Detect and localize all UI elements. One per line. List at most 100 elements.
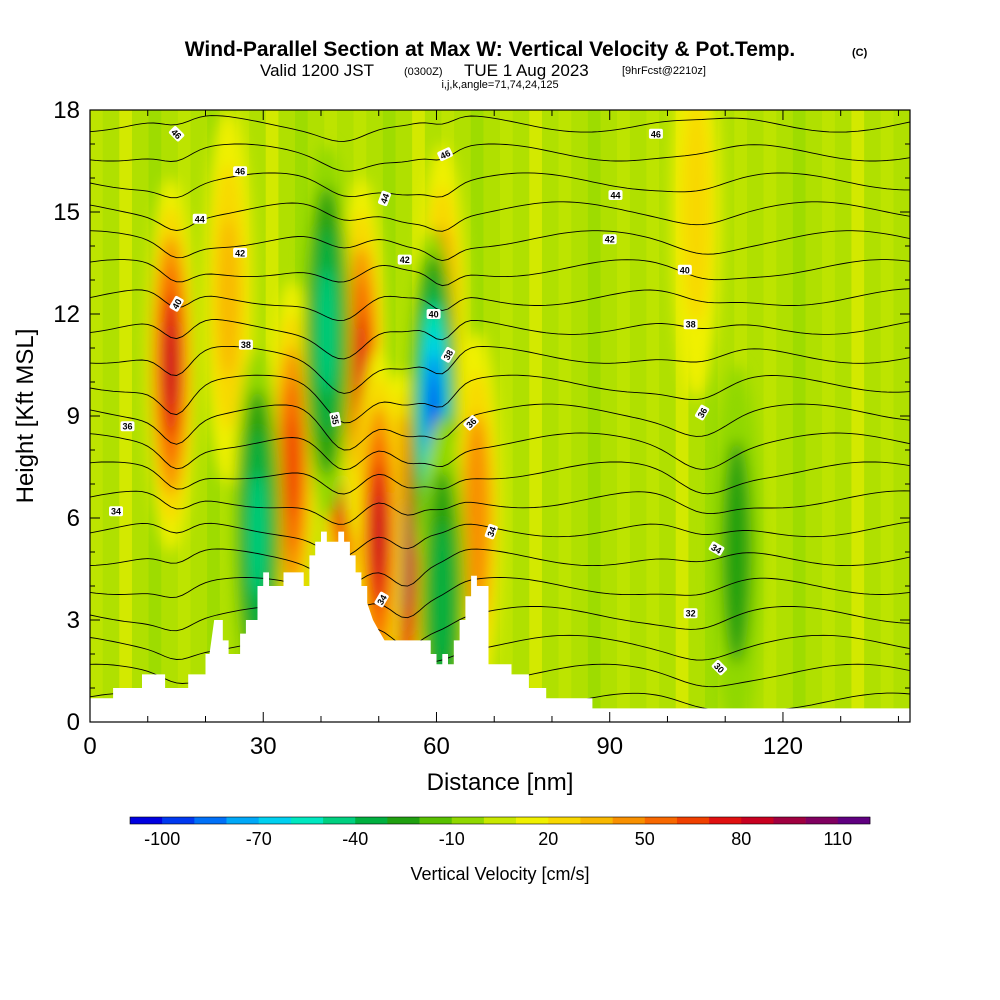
contour-label-bg xyxy=(608,190,623,200)
colorbar-swatch xyxy=(548,817,581,824)
field-stripe xyxy=(880,110,894,722)
colorbar-swatch xyxy=(387,817,420,824)
field-stripe xyxy=(792,110,806,722)
contour-label-text: 44 xyxy=(379,192,392,205)
y-tick-label: 3 xyxy=(67,607,80,634)
downdraft-core xyxy=(431,522,453,684)
updraft-core xyxy=(373,491,385,579)
colorbar-swatch xyxy=(323,817,356,824)
colorbar-swatch xyxy=(741,817,774,824)
colorbar-swatch xyxy=(419,817,453,824)
colorbar-swatch xyxy=(644,817,678,824)
colorbar-swatch xyxy=(676,817,710,824)
contour-label-text: 34 xyxy=(709,542,723,556)
isentrope xyxy=(90,432,910,471)
contour-label-text: 44 xyxy=(195,214,205,224)
field-stripe xyxy=(500,110,513,722)
contour-label: 44 xyxy=(192,213,207,224)
contour-label-text: 40 xyxy=(680,265,690,275)
contour-label-text: 42 xyxy=(400,255,410,265)
isentrope xyxy=(90,374,910,424)
isentrope xyxy=(90,115,910,142)
contour-label-bg xyxy=(484,523,498,540)
x-axis-label: Distance [nm] xyxy=(427,769,574,796)
field-stripe xyxy=(617,110,630,722)
contour-label-text: 38 xyxy=(442,348,456,362)
x-tick-label: 0 xyxy=(83,733,96,760)
downdraft-core xyxy=(318,268,335,394)
contour-label-bg xyxy=(440,346,456,363)
contour-label-text: 35 xyxy=(329,414,341,426)
contour-label-text: 34 xyxy=(375,593,389,607)
contour-label-bg xyxy=(711,659,728,676)
isentrope xyxy=(90,288,910,322)
colorbar-swatch xyxy=(355,817,388,824)
contour-label-bg xyxy=(192,213,207,224)
colorbar-swatch xyxy=(451,817,485,824)
terrain-mask xyxy=(90,531,910,722)
x-tick-label: 120 xyxy=(763,733,803,760)
contour-label-bg xyxy=(329,411,342,427)
isentrope xyxy=(90,345,910,394)
contour-label-bg xyxy=(233,247,248,258)
contour-label-bg xyxy=(648,128,663,139)
contour-label-bg xyxy=(683,608,698,619)
contour-label: 34 xyxy=(708,541,725,556)
contour-label-text: 46 xyxy=(235,167,245,177)
contour-label: 36 xyxy=(120,421,135,432)
colorbar-frame xyxy=(129,816,871,825)
contour-label: 42 xyxy=(602,234,617,245)
contour-label: 40 xyxy=(677,264,692,275)
contour-label: 38 xyxy=(440,346,456,363)
colorbar-swatch xyxy=(162,817,195,824)
contour-label: 32 xyxy=(683,608,698,619)
x-tick-label: 30 xyxy=(250,733,277,760)
chart-title: Wind-Parallel Section at Max W: Vertical… xyxy=(185,38,796,61)
contour-label-bg xyxy=(168,126,185,142)
contour-label: 42 xyxy=(233,247,248,258)
contour-label-text: 40 xyxy=(429,310,439,320)
contour-label: 40 xyxy=(169,295,184,312)
updraft-core xyxy=(681,110,711,325)
colorbar-swatch xyxy=(290,817,324,824)
colorbar-swatch xyxy=(709,817,742,824)
colorbar-swatch xyxy=(130,817,163,824)
updraft-core xyxy=(165,321,177,409)
colorbar-swatch xyxy=(226,817,259,824)
y-tick-label: 0 xyxy=(67,709,80,736)
updraft-core xyxy=(285,416,299,518)
colorbar-tick-label: 110 xyxy=(823,829,852,849)
isentrope xyxy=(90,172,910,199)
contour-label-text: 38 xyxy=(241,340,251,350)
valid-date: TUE 1 Aug 2023 xyxy=(464,61,589,80)
field-stripe xyxy=(558,110,572,722)
contour-label-text: 36 xyxy=(696,406,710,420)
contour-label-text: 36 xyxy=(122,422,132,432)
colorbar-swatch xyxy=(580,817,613,824)
colorbar-tick-label: -70 xyxy=(246,829,272,849)
contour-label-bg xyxy=(437,147,453,162)
colorbar-swatch xyxy=(837,817,871,824)
updraft-core xyxy=(218,216,239,378)
isentrope xyxy=(90,605,910,647)
isentrope xyxy=(90,259,910,287)
colorbar-swatch xyxy=(773,817,806,824)
contour-label: 34 xyxy=(109,506,123,517)
contour-label-bg xyxy=(695,404,710,421)
contour-label-text: 34 xyxy=(485,525,498,538)
contour-label-text: 32 xyxy=(686,609,696,619)
colorbar-label: Vertical Velocity [cm/s] xyxy=(410,864,589,884)
contour-label-text: 44 xyxy=(610,191,620,201)
y-axis-label: Height [Kft MSL] xyxy=(12,329,39,504)
plot-area: 4646444240383634354644424038363434464442… xyxy=(53,97,911,760)
colorbar-swatch xyxy=(258,817,292,824)
contour-label-bg xyxy=(683,319,698,330)
contour-label-bg xyxy=(602,234,617,245)
colorbar-tick-label: -10 xyxy=(439,829,465,849)
contour-label-bg xyxy=(169,295,184,312)
contour-label-text: 38 xyxy=(686,320,696,330)
contour-label-text: 42 xyxy=(605,235,615,245)
contour-label-text: 40 xyxy=(170,297,184,311)
field-stripe xyxy=(851,110,865,722)
